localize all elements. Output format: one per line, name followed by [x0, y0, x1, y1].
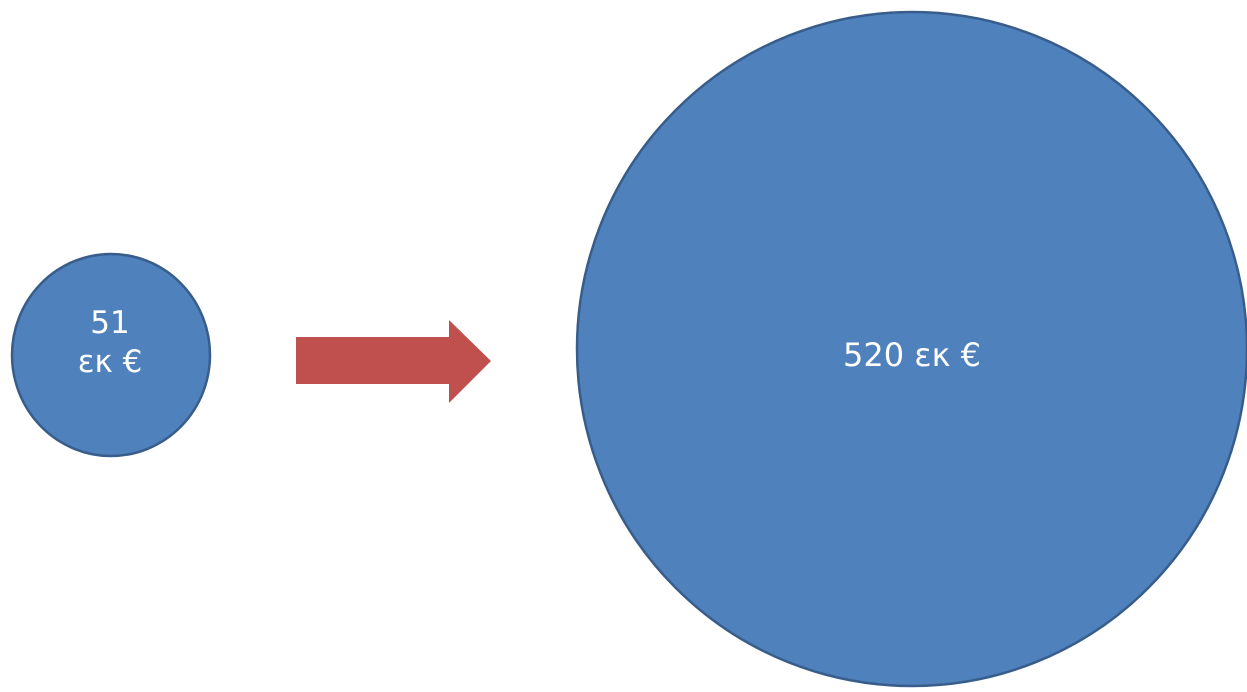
- small-circle-value: 51: [90, 305, 130, 341]
- small-circle-label: 51 εκ €: [12, 304, 208, 382]
- right-arrow-icon: [296, 320, 491, 403]
- big-circle-label: 520 εκ €: [843, 336, 981, 374]
- small-circle: [10, 252, 212, 458]
- small-circle-unit: εκ €: [77, 343, 143, 380]
- big-circle: [575, 10, 1247, 688]
